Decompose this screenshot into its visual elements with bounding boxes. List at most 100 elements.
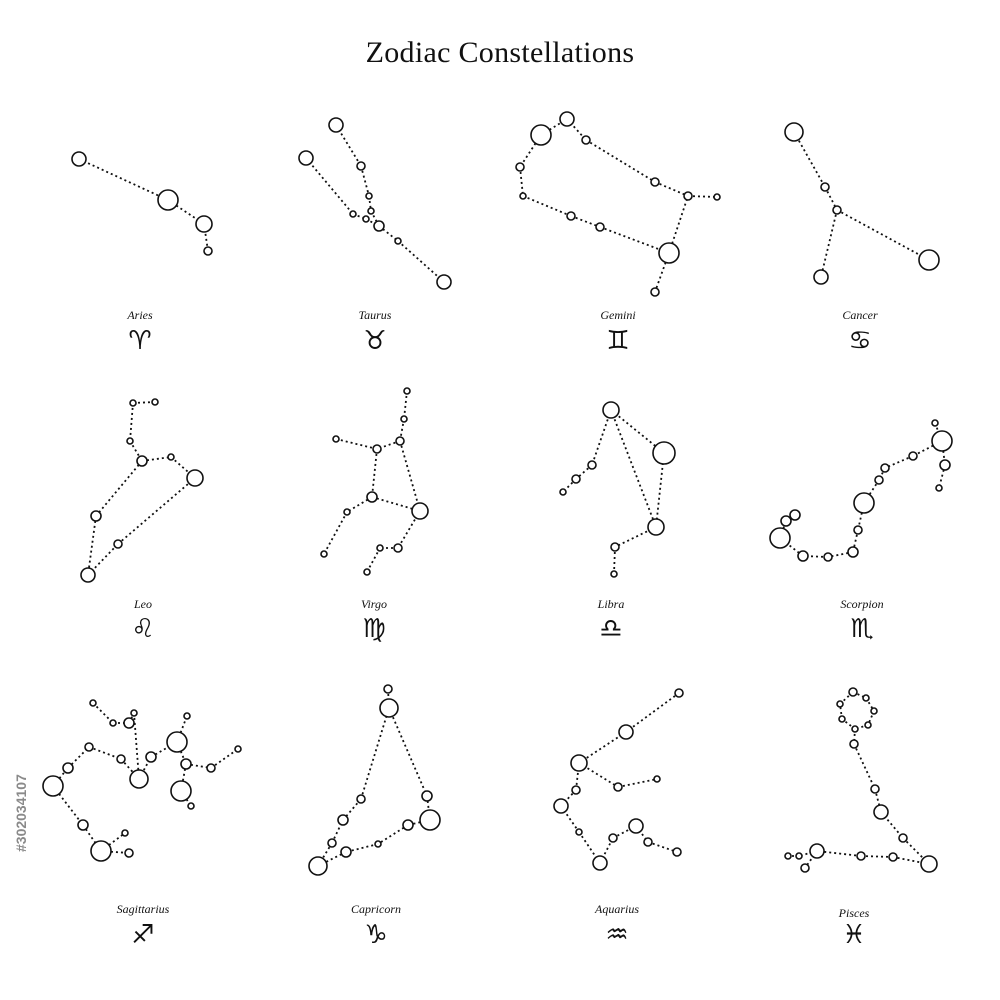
- aquarius-star: [628, 818, 644, 834]
- libra-star: [652, 441, 676, 465]
- capricorn-star: [419, 809, 441, 831]
- taurus-star: [394, 237, 402, 245]
- aquarius-link-line: [617, 778, 658, 788]
- pisces-star: [838, 715, 846, 723]
- virgo-link-line: [371, 448, 378, 498]
- cancer-link-line: [793, 131, 826, 188]
- virgo-star: [363, 568, 371, 576]
- gemini-link-line: [654, 181, 689, 197]
- capricorn-star: [402, 819, 414, 831]
- sagittarius-link-line: [52, 785, 84, 826]
- pisces-star: [784, 852, 792, 860]
- constellation-name-cancer: Cancer: [842, 308, 878, 322]
- leo-link-line: [87, 543, 119, 576]
- gemini-link-line: [585, 139, 656, 183]
- pisces-star: [870, 784, 880, 794]
- constellation-taurus: [298, 117, 452, 290]
- pisces-link-line: [860, 855, 894, 858]
- scorpion-star: [874, 475, 884, 485]
- libra-star: [559, 488, 567, 496]
- aries-link-line: [78, 158, 169, 201]
- capricorn-star: [356, 794, 366, 804]
- taurus-symbol-icon: ♉: [363, 326, 387, 356]
- constellation-name-pisces: Pisces: [838, 906, 870, 920]
- sagittarius-star: [90, 840, 112, 862]
- sagittarius-star: [124, 848, 134, 858]
- aquarius-link-line: [625, 692, 680, 733]
- scorpion-link-line: [852, 529, 859, 553]
- gemini-link-line: [599, 226, 670, 254]
- constellation-aquarius: [553, 688, 684, 871]
- sagittarius-star: [180, 758, 192, 770]
- libra-star: [610, 570, 618, 578]
- leo-link-line: [117, 477, 196, 545]
- constellation-name-taurus: Taurus: [358, 308, 392, 322]
- taurus-star: [436, 274, 452, 290]
- scorpion-symbol-icon: ♏: [850, 614, 874, 644]
- leo-star: [129, 399, 137, 407]
- virgo-link-line: [403, 390, 408, 420]
- capricorn-star: [421, 790, 433, 802]
- capricorn-link-line: [345, 843, 379, 853]
- taurus-star: [367, 207, 375, 215]
- aquarius-star: [653, 775, 661, 783]
- libra-star: [571, 474, 581, 484]
- constellation-libra: [559, 401, 676, 578]
- sagittarius-link-line: [88, 746, 122, 760]
- leo-star: [167, 453, 175, 461]
- gemini-star: [519, 192, 527, 200]
- capricorn-symbol-icon: ♑: [364, 920, 388, 950]
- sagittarius-star: [84, 742, 94, 752]
- stock-id-watermark: #302034107: [13, 774, 29, 852]
- leo-link-line: [132, 401, 156, 404]
- scorpion-star: [931, 419, 939, 427]
- scorpion-star: [880, 463, 890, 473]
- taurus-star: [298, 150, 314, 166]
- virgo-star: [376, 544, 384, 552]
- capricorn-star: [374, 840, 382, 848]
- cancer-symbol-icon: ♋: [848, 326, 872, 356]
- taurus-link-line: [397, 240, 445, 283]
- scorpion-star: [780, 515, 792, 527]
- sagittarius-star: [42, 775, 64, 797]
- aquarius-star: [643, 837, 653, 847]
- aquarius-link-line: [647, 841, 678, 853]
- gemini-star: [713, 193, 721, 201]
- constellation-pisces: [784, 687, 938, 873]
- taurus-star: [328, 117, 344, 133]
- virgo-star: [395, 436, 405, 446]
- constellation-virgo: [320, 387, 429, 576]
- aquarius-star: [613, 782, 623, 792]
- gemini-star: [530, 124, 552, 146]
- constellation-name-libra: Libra: [597, 597, 625, 611]
- virgo-star: [411, 502, 429, 520]
- cancer-link-line: [836, 209, 930, 261]
- pisces-star: [873, 804, 889, 820]
- sagittarius-star: [62, 762, 74, 774]
- gemini-symbol-icon: ♊: [606, 326, 630, 356]
- pisces-star: [795, 852, 803, 860]
- cancer-star: [820, 182, 830, 192]
- constellation-name-scorpion: Scorpion: [840, 597, 884, 611]
- sagittarius-symbol-icon: ♐: [131, 920, 155, 950]
- gemini-star: [650, 177, 660, 187]
- scorpion-star: [908, 451, 918, 461]
- leo-symbol-icon: ♌: [131, 614, 155, 644]
- constellation-name-gemini: Gemini: [600, 308, 636, 322]
- virgo-link-line: [323, 511, 348, 555]
- aquarius-star: [575, 828, 583, 836]
- leo-link-line: [129, 402, 134, 442]
- libra-star: [610, 542, 620, 552]
- scorpion-star: [789, 509, 801, 521]
- aquarius-star: [553, 798, 569, 814]
- virgo-link-line: [397, 510, 421, 549]
- aries-symbol-icon: ♈: [128, 326, 152, 356]
- sagittarius-link-line: [176, 741, 187, 765]
- leo-star: [151, 398, 159, 406]
- aquarius-star: [592, 855, 608, 871]
- gemini-star: [658, 242, 680, 264]
- virgo-link-line: [335, 438, 378, 450]
- leo-star: [90, 510, 102, 522]
- sagittarius-star: [77, 819, 89, 831]
